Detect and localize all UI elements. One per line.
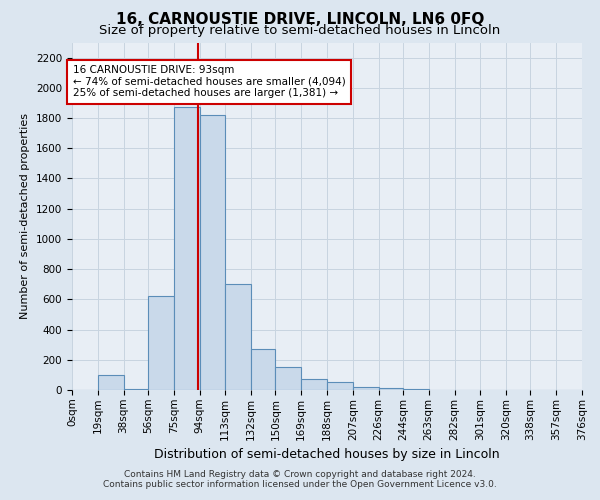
Bar [251, 349, 275, 390]
Bar [301, 380, 327, 390]
Y-axis label: Number of semi-detached properties: Number of semi-detached properties [20, 114, 31, 320]
Bar [98, 375, 124, 390]
X-axis label: Distribution of semi-detached houses by size in Lincoln: Distribution of semi-detached houses by … [154, 448, 500, 461]
Text: 16 CARNOUSTIE DRIVE: 93sqm
← 74% of semi-detached houses are smaller (4,094)
25%: 16 CARNOUSTIE DRIVE: 93sqm ← 74% of semi… [73, 65, 346, 98]
Bar [148, 296, 174, 390]
Text: Size of property relative to semi-detached houses in Lincoln: Size of property relative to semi-detach… [100, 24, 500, 37]
Bar [124, 389, 148, 390]
Bar [403, 389, 429, 390]
Text: Contains HM Land Registry data © Crown copyright and database right 2024.
Contai: Contains HM Land Registry data © Crown c… [103, 470, 497, 489]
Bar [379, 388, 403, 390]
Bar [174, 108, 199, 390]
Text: 16, CARNOUSTIE DRIVE, LINCOLN, LN6 0FQ: 16, CARNOUSTIE DRIVE, LINCOLN, LN6 0FQ [116, 12, 484, 28]
Bar [327, 382, 353, 390]
Bar [225, 284, 251, 390]
Bar [199, 115, 225, 390]
Bar [353, 387, 379, 390]
Bar [275, 368, 301, 390]
